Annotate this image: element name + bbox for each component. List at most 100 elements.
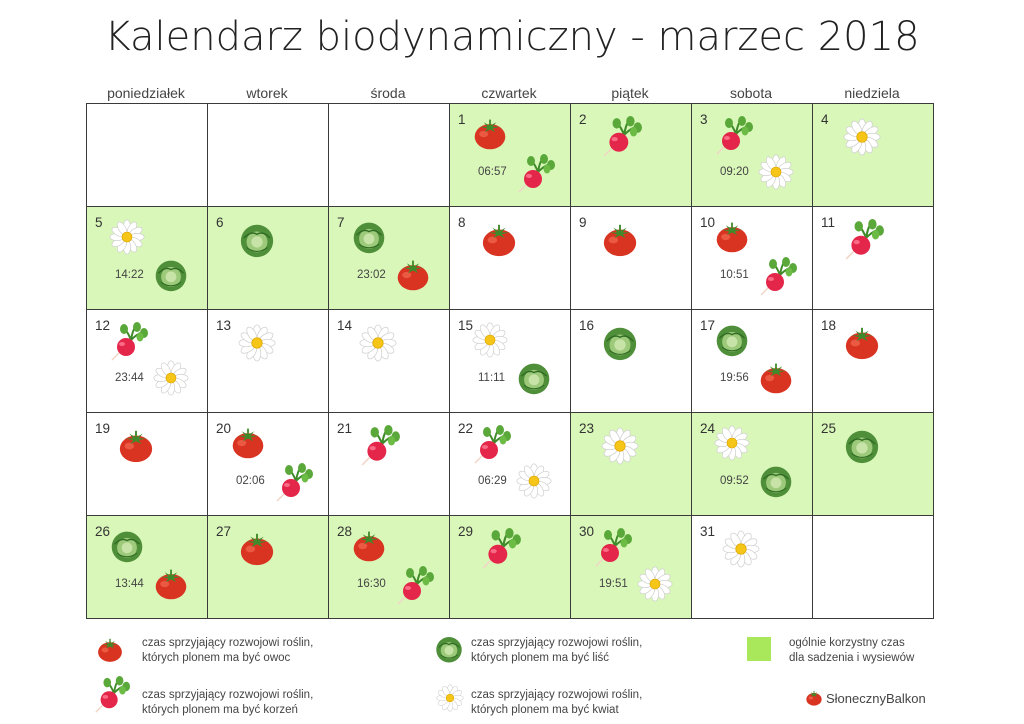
calendar-day-6: 6 <box>207 206 329 310</box>
radish-icon <box>516 154 556 199</box>
tomato-icon <box>843 324 881 367</box>
calendar-day-7: 7 23:02 <box>328 206 450 310</box>
daisy-icon <box>359 324 397 367</box>
transition-time: 14:22 <box>115 269 144 281</box>
calendar-day-empty <box>328 103 450 207</box>
radish-icon <box>593 528 633 573</box>
day-number: 23 <box>579 421 595 436</box>
day-number: 12 <box>95 318 111 333</box>
transition-time: 19:51 <box>599 578 628 590</box>
favorable-swatch <box>747 637 771 661</box>
radish-icon <box>480 528 522 575</box>
cabbage-icon <box>351 219 387 260</box>
tomato-icon <box>758 360 794 401</box>
tomato-icon <box>238 530 276 573</box>
day-number: 10 <box>700 215 716 230</box>
day-number: 15 <box>458 318 474 333</box>
daisy-icon <box>238 324 276 367</box>
radish-icon <box>359 425 401 472</box>
daisy-icon <box>637 566 673 607</box>
daisy-icon <box>722 530 760 573</box>
calendar-day-16: 16 <box>570 309 692 413</box>
cabbage-icon <box>714 322 750 363</box>
legend-root: czas sprzyjający rozwojowi roślin, który… <box>142 689 314 716</box>
weekday-label: wtorek <box>246 85 288 101</box>
calendar-day-10: 10 10:51 <box>691 206 813 310</box>
daisy-icon <box>436 684 464 717</box>
calendar-day-27: 27 <box>207 515 329 619</box>
calendar-day-empty <box>207 103 329 207</box>
calendar-day-9: 9 <box>570 206 692 310</box>
cabbage-icon <box>843 427 881 470</box>
day-number: 6 <box>216 215 224 230</box>
daisy-icon <box>472 322 508 363</box>
daisy-icon <box>516 463 552 504</box>
cabbage-icon <box>516 360 552 401</box>
calendar-day-24: 24 09:52 <box>691 412 813 516</box>
day-number: 14 <box>337 318 353 333</box>
transition-time: 16:30 <box>357 578 386 590</box>
tomato-icon <box>96 636 124 669</box>
tomato-icon <box>472 116 508 157</box>
brand-logo-text: SłonecznyBalkon <box>826 691 926 706</box>
day-number: 21 <box>337 421 353 436</box>
calendar-day-22: 22 06:29 <box>449 412 571 516</box>
calendar-day-2: 2 <box>570 103 692 207</box>
radish-icon <box>714 116 754 161</box>
transition-time: 09:20 <box>720 166 749 178</box>
day-number: 30 <box>579 524 595 539</box>
tomato-icon <box>351 528 387 569</box>
calendar-day-26: 26 13:44 <box>86 515 208 619</box>
radish-icon <box>472 425 512 470</box>
transition-time: 09:52 <box>720 475 749 487</box>
calendar-day-13: 13 <box>207 309 329 413</box>
day-number: 27 <box>216 524 232 539</box>
calendar-day-empty <box>86 103 208 207</box>
daisy-icon <box>601 427 639 470</box>
day-number: 13 <box>216 318 232 333</box>
day-number: 9 <box>579 215 587 230</box>
cabbage-icon <box>601 324 639 367</box>
tomato-icon <box>714 219 750 260</box>
calendar-day-11: 11 <box>812 206 934 310</box>
transition-time: 19:56 <box>720 372 749 384</box>
legend-leaf: czas sprzyjający rozwojowi roślin, który… <box>471 637 643 664</box>
transition-time: 06:29 <box>478 475 507 487</box>
transition-time: 23:02 <box>357 269 386 281</box>
transition-time: 23:44 <box>115 372 144 384</box>
weekday-label: niedziela <box>844 85 900 101</box>
day-number: 22 <box>458 421 474 436</box>
day-number: 25 <box>821 421 837 436</box>
cabbage-icon <box>238 221 276 264</box>
day-number: 17 <box>700 318 716 333</box>
daisy-icon <box>109 219 145 260</box>
page-title: Kalendarz biodynamiczny - marzec 2018 <box>104 14 920 60</box>
calendar-day-20: 20 02:06 <box>207 412 329 516</box>
calendar-day-4: 4 <box>812 103 934 207</box>
transition-time: 02:06 <box>236 475 265 487</box>
day-number: 16 <box>579 318 595 333</box>
day-number: 28 <box>337 524 353 539</box>
calendar-day-30: 30 19:51 <box>570 515 692 619</box>
tomato-icon <box>153 566 189 607</box>
weekday-label: piątek <box>611 85 649 101</box>
calendar-day-15: 15 11:11 <box>449 309 571 413</box>
transition-time: 13:44 <box>115 578 144 590</box>
calendar-day-19: 19 <box>86 412 208 516</box>
radish-icon <box>758 257 798 302</box>
weekday-label: czwartek <box>481 85 537 101</box>
day-number: 5 <box>95 215 103 230</box>
legend-favorable: ogólnie korzystny czas dla sadzenia i wy… <box>789 637 915 664</box>
cabbage-icon <box>153 257 189 298</box>
day-number: 19 <box>95 421 111 436</box>
cabbage-icon <box>434 634 464 669</box>
radish-icon <box>843 219 885 266</box>
calendar-day-empty <box>812 515 934 619</box>
legend-flower: czas sprzyjający rozwojowi roślin, który… <box>471 689 643 716</box>
calendar-day-28: 28 16:30 <box>328 515 450 619</box>
transition-time: 11:11 <box>478 372 506 384</box>
legend-fruit: czas sprzyjający rozwojowi roślin, który… <box>142 637 314 664</box>
daisy-icon <box>758 154 794 195</box>
calendar-day-18: 18 <box>812 309 934 413</box>
radish-icon <box>395 566 435 611</box>
